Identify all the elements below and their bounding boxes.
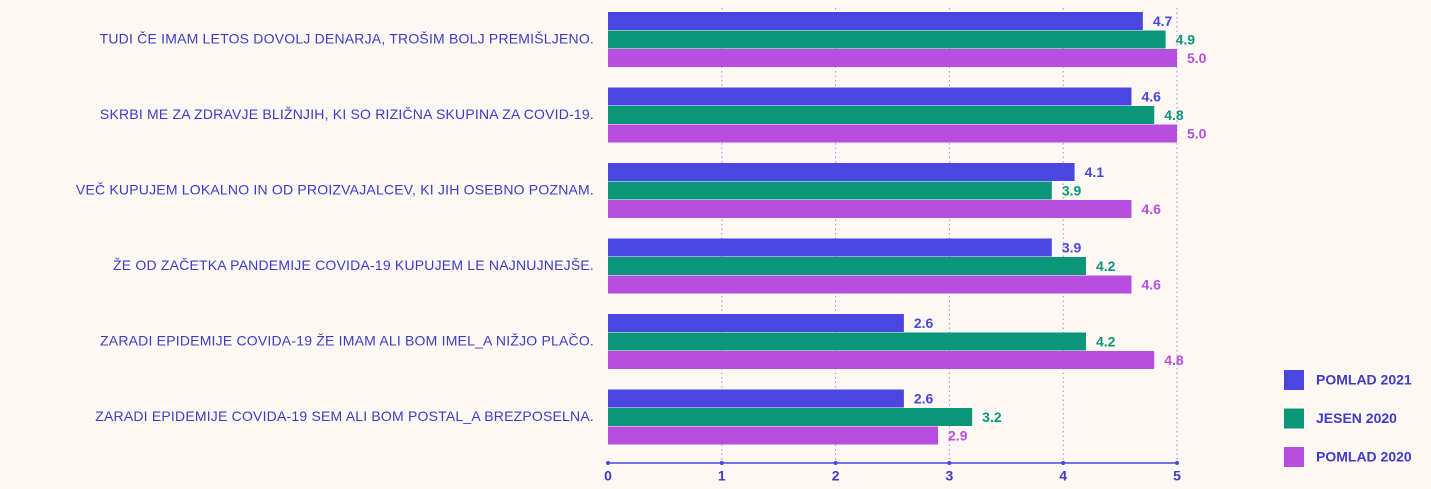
x-tick-label: 0 [604, 468, 612, 484]
value-label: 4.8 [1164, 107, 1184, 123]
bar [608, 257, 1086, 275]
value-label: 4.2 [1096, 258, 1116, 274]
value-label: 4.1 [1085, 164, 1105, 180]
bar [608, 181, 1052, 200]
bar [608, 426, 939, 445]
value-label: 4.6 [1141, 276, 1161, 292]
legend-swatch [1284, 447, 1304, 467]
bar [608, 314, 904, 332]
x-tick-label: 5 [1173, 468, 1181, 484]
category-label: ZARADI EPIDEMIJE COVIDA-19 ŽE IMAM ALI B… [100, 332, 594, 348]
bar [608, 275, 1132, 294]
legend-swatch [1284, 408, 1304, 429]
bar [608, 163, 1075, 181]
value-label: 2.9 [948, 427, 968, 443]
value-label: 4.7 [1153, 13, 1173, 29]
bar [608, 389, 904, 408]
legend-label: POMLAD 2021 [1316, 372, 1412, 388]
value-label: 2.6 [914, 315, 934, 331]
legend-swatch [1284, 370, 1304, 390]
x-tick-label: 1 [718, 468, 726, 484]
category-label: TUDI ČE IMAM LETOS DOVOLJ DENARJA, TROŠI… [100, 30, 594, 46]
value-label: 5.0 [1187, 125, 1207, 141]
category-label: ZARADI EPIDEMIJE COVIDA-19 SEM ALI BOM P… [95, 408, 594, 424]
category-label: ŽE OD ZAČETKA PANDEMIJE COVIDA-19 KUPUJE… [113, 257, 594, 273]
bar [608, 49, 1177, 67]
value-label: 5.0 [1187, 50, 1207, 66]
legend-label: POMLAD 2020 [1316, 449, 1412, 465]
category-label: SKRBI ME ZA ZDRAVJE BLIŽNJIH, KI SO RIZI… [100, 106, 594, 122]
bar [608, 106, 1155, 124]
bar [608, 30, 1166, 49]
x-tick-label: 4 [1059, 468, 1067, 484]
bar [608, 124, 1177, 143]
x-tick-label: 3 [946, 468, 954, 484]
bar [608, 200, 1132, 218]
value-label: 4.8 [1164, 352, 1184, 368]
bar [608, 12, 1143, 30]
legend-label: JESEN 2020 [1316, 410, 1397, 426]
value-label: 3.9 [1062, 182, 1082, 198]
bar [608, 351, 1155, 369]
bar [608, 408, 973, 426]
x-tick-label: 2 [832, 468, 840, 484]
category-label: VEČ KUPUJEM LOKALNO IN OD PROIZVAJALCEV,… [76, 181, 594, 197]
value-label: 4.6 [1141, 201, 1161, 217]
value-label: 3.2 [982, 409, 1002, 425]
value-label: 2.6 [914, 390, 934, 406]
value-label: 4.9 [1176, 31, 1196, 47]
bar [608, 238, 1052, 257]
bar [608, 332, 1086, 351]
value-label: 4.6 [1141, 88, 1161, 104]
bar [608, 87, 1132, 106]
value-label: 4.2 [1096, 333, 1116, 349]
value-label: 3.9 [1062, 239, 1082, 255]
